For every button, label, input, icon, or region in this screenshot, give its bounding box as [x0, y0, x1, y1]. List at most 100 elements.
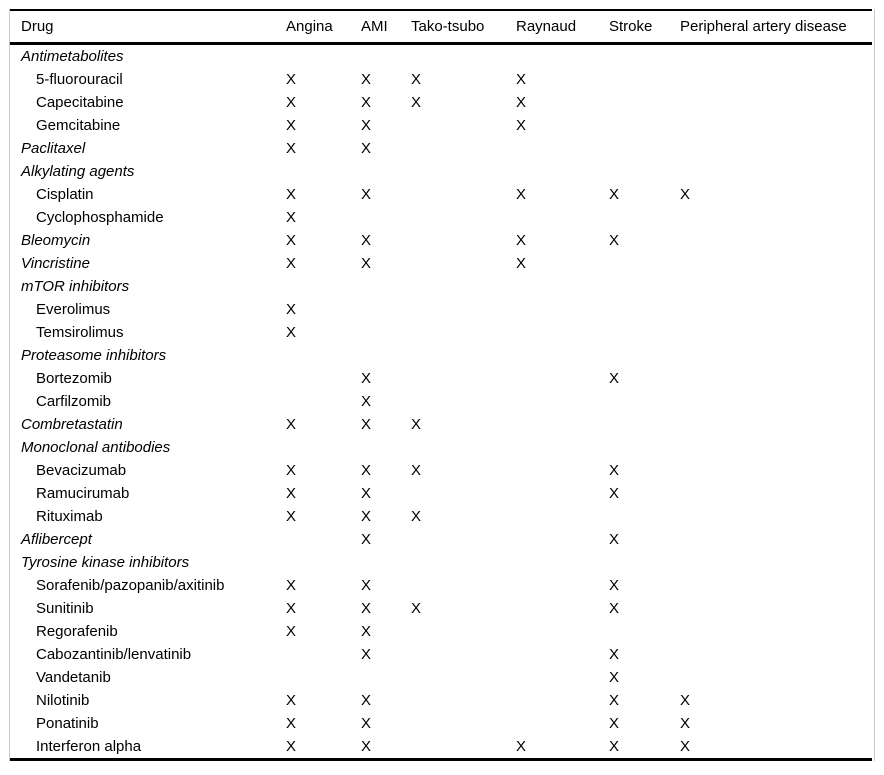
empty-cell	[411, 137, 516, 160]
empty-cell	[680, 275, 872, 298]
empty-cell	[680, 344, 872, 367]
group-header-row: Proteasome inhibitors	[10, 344, 872, 367]
empty-cell	[411, 321, 516, 344]
empty-cell	[680, 666, 872, 689]
group-name: Monoclonal antibodies	[21, 439, 171, 456]
empty-cell	[361, 551, 411, 574]
empty-cell	[516, 689, 609, 712]
empty-cell	[286, 551, 361, 574]
toxicity-mark: X	[286, 324, 297, 341]
toxicity-mark: X	[361, 715, 372, 732]
drug-row: Carfilzomib X	[10, 390, 872, 413]
toxicity-mark: X	[286, 301, 297, 318]
drug-name: Regorafenib	[36, 623, 118, 640]
group-name: mTOR inhibitors	[21, 278, 130, 295]
drug-toxicity-table: Drug Angina AMI Tako-tsubo Raynaud Stroke Per…	[10, 9, 872, 761]
toxicity-mark: X	[516, 735, 609, 761]
empty-cell	[286, 643, 361, 666]
empty-cell	[411, 114, 516, 137]
empty-cell	[516, 551, 609, 574]
empty-cell	[680, 551, 872, 574]
drug-row: Bleomycin X X X X	[10, 229, 872, 252]
empty-cell	[516, 643, 609, 666]
drug-name: Sorafenib/pazopanib/axitinib	[36, 577, 225, 594]
toxicity-mark: X	[361, 508, 372, 525]
header-col-raynaud: Raynaud	[516, 10, 609, 45]
drug-name: Rituximab	[36, 508, 103, 525]
toxicity-mark: X	[411, 462, 422, 479]
empty-cell	[609, 206, 680, 229]
empty-cell	[609, 620, 680, 643]
drug-name: Vincristine	[21, 255, 90, 272]
empty-cell	[680, 413, 872, 436]
drug-row: Ponatinib X X X X	[10, 712, 872, 735]
header-col-stroke: Stroke	[609, 10, 680, 45]
empty-cell	[516, 620, 609, 643]
drug-name: Ponatinib	[36, 715, 99, 732]
drug-name: Gemcitabine	[36, 117, 121, 134]
header-col-peripheral-artery-disease: Peripheral artery disease	[680, 10, 872, 45]
empty-cell	[609, 44, 680, 69]
toxicity-mark: X	[361, 485, 372, 502]
empty-cell	[516, 505, 609, 528]
empty-cell	[680, 367, 872, 390]
drug-name: Aflibercept	[21, 531, 92, 548]
drug-row: Aflibercept X X	[10, 528, 872, 551]
toxicity-mark: X	[609, 669, 620, 686]
empty-cell	[411, 390, 516, 413]
empty-cell	[516, 275, 609, 298]
drug-name: 5-fluorouracil	[36, 71, 123, 88]
empty-cell	[361, 206, 411, 229]
drug-name: Nilotinib	[36, 692, 90, 709]
empty-cell	[680, 68, 872, 91]
toxicity-mark: X	[411, 416, 422, 433]
empty-cell	[361, 44, 411, 69]
toxicity-mark: X	[516, 255, 527, 272]
toxicity-mark: X	[286, 186, 297, 203]
empty-cell	[680, 298, 872, 321]
toxicity-mark: X	[516, 232, 527, 249]
toxicity-mark: X	[609, 715, 620, 732]
drug-row: Temsirolimus X	[10, 321, 872, 344]
toxicity-mark: X	[609, 485, 620, 502]
drug-row: Interferon alpha X X X X X	[10, 735, 872, 761]
empty-cell	[411, 482, 516, 505]
header-col-angina: Angina	[286, 10, 361, 45]
empty-cell	[411, 275, 516, 298]
toxicity-mark: X	[361, 94, 372, 111]
toxicity-mark: X	[286, 623, 297, 640]
empty-cell	[411, 206, 516, 229]
toxicity-mark: X	[286, 577, 297, 594]
toxicity-mark: X	[361, 393, 372, 410]
toxicity-mark: X	[609, 600, 620, 617]
drug-row: Vandetanib X	[10, 666, 872, 689]
toxicity-mark: X	[286, 600, 297, 617]
empty-cell	[609, 160, 680, 183]
empty-cell	[609, 114, 680, 137]
toxicity-mark: X	[286, 485, 297, 502]
empty-cell	[516, 574, 609, 597]
toxicity-mark: X	[286, 462, 297, 479]
empty-cell	[361, 321, 411, 344]
drug-name: Sunitinib	[36, 600, 94, 617]
empty-cell	[411, 44, 516, 69]
empty-cell	[516, 206, 609, 229]
empty-cell	[286, 160, 361, 183]
empty-cell	[516, 459, 609, 482]
empty-cell	[286, 344, 361, 367]
toxicity-mark: X	[286, 255, 297, 272]
toxicity-mark: X	[361, 735, 411, 761]
drug-row: Regorafenib X X	[10, 620, 872, 643]
empty-cell	[411, 689, 516, 712]
empty-cell	[680, 574, 872, 597]
toxicity-mark: X	[361, 140, 372, 157]
drug-name: Everolimus	[36, 301, 111, 318]
group-header-row: mTOR inhibitors	[10, 275, 872, 298]
drug-name: Combretastatin	[21, 416, 123, 433]
toxicity-mark: X	[286, 71, 297, 88]
empty-cell	[411, 643, 516, 666]
empty-cell	[411, 252, 516, 275]
toxicity-mark: X	[609, 735, 680, 761]
toxicity-mark: X	[609, 462, 620, 479]
